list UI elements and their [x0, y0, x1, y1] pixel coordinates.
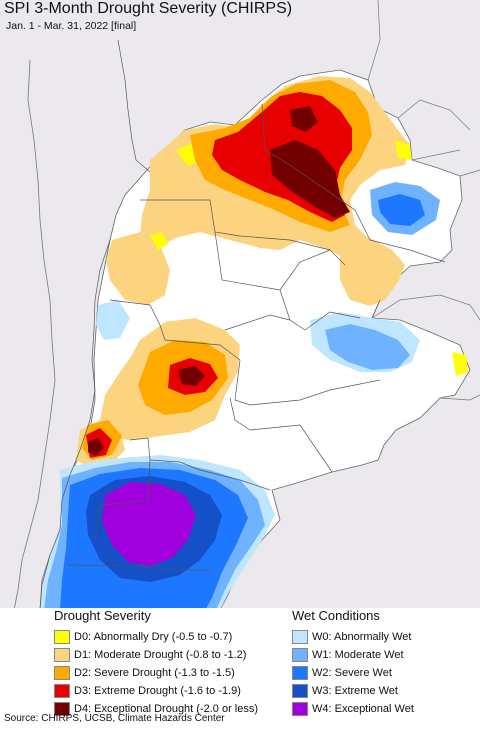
legend-item-w0: W0: Abnormally Wet: [292, 629, 414, 645]
neighbor-border-ne: [367, 0, 480, 177]
legend-label-w1: W1: Moderate Wet: [312, 649, 404, 661]
legend-swatch-d2: [54, 666, 70, 680]
wet-legend: Wet Conditions W0: Abnormally Wet W1: Mo…: [292, 608, 414, 719]
legend-swatch-w0: [292, 630, 308, 644]
legend-label-w4: W4: Exceptional Wet: [312, 703, 414, 715]
drought-map: [0, 0, 480, 610]
legend-label-w0: W0: Abnormally Wet: [312, 631, 412, 643]
map-title: SPI 3-Month Drought Severity (CHIRPS): [4, 0, 293, 17]
wet-legend-heading: Wet Conditions: [292, 608, 380, 623]
d4-region-central: [178, 366, 205, 386]
legend-swatch-d3: [54, 684, 70, 698]
coastline-west: [13, 59, 56, 610]
legend-swatch-d0: [54, 630, 70, 644]
admin-borders: [67, 103, 446, 571]
legend: Drought Severity D0: Abnormally Dry (-0.…: [0, 608, 480, 716]
chile-border: [39, 39, 151, 610]
legend-item-w2: W2: Severe Wet: [292, 665, 414, 681]
legend-label-w2: W2: Severe Wet: [312, 667, 392, 679]
neighbor-border-uy: [371, 294, 480, 401]
w4-region-south: [102, 482, 196, 566]
map-subtitle: Jan. 1 - Mar. 31, 2022 [final]: [6, 20, 137, 32]
w0-region-west: [96, 300, 130, 340]
legend-item-d0: D0: Abnormally Dry (-0.5 to -0.7): [54, 629, 258, 645]
d1-region-east: [340, 238, 405, 306]
legend-item-w3: W3: Extreme Wet: [292, 683, 414, 699]
legend-label-d0: D0: Abnormally Dry (-0.5 to -0.7): [74, 631, 233, 643]
d0-patch-b: [395, 140, 412, 160]
d0-patch-c: [452, 352, 468, 376]
d4-region-sw: [88, 438, 104, 456]
d4-region-north2: [290, 106, 318, 132]
legend-swatch-d1: [54, 648, 70, 662]
legend-swatch-d4: [54, 702, 70, 716]
legend-swatch-w4: [292, 702, 308, 716]
drought-legend-heading: Drought Severity: [54, 608, 151, 623]
legend-item-d3: D3: Extreme Drought (-1.6 to -1.9): [54, 683, 258, 699]
legend-item-d1: D1: Moderate Drought (-0.8 to -1.2): [54, 647, 258, 663]
legend-item-w4: W4: Exceptional Wet: [292, 701, 414, 717]
legend-label-d4: D4: Exceptional Drought (-2.0 or less): [74, 703, 259, 715]
w1-region-east: [325, 324, 410, 370]
legend-item-d2: D2: Severe Drought (-1.3 to -1.5): [54, 665, 258, 681]
legend-item-w1: W1: Moderate Wet: [292, 647, 414, 663]
source-footer: Source: CHIRPS, UCSB, Climate Hazards Ce…: [4, 713, 225, 724]
drought-legend: Drought Severity D0: Abnormally Dry (-0.…: [54, 608, 258, 719]
d1-region-west: [106, 232, 170, 305]
d0-patch-a: [150, 232, 168, 250]
legend-label-d2: D2: Severe Drought (-1.3 to -1.5): [74, 667, 235, 679]
legend-swatch-w3: [292, 684, 308, 698]
legend-item-d4: D4: Exceptional Drought (-2.0 or less): [54, 701, 258, 717]
w2-region-ne: [378, 194, 425, 226]
legend-swatch-w1: [292, 648, 308, 662]
legend-label-d1: D1: Moderate Drought (-0.8 to -1.2): [74, 649, 247, 661]
legend-label-d3: D3: Extreme Drought (-1.6 to -1.9): [74, 685, 241, 697]
legend-label-w3: W3: Extreme Wet: [312, 685, 398, 697]
legend-swatch-w2: [292, 666, 308, 680]
